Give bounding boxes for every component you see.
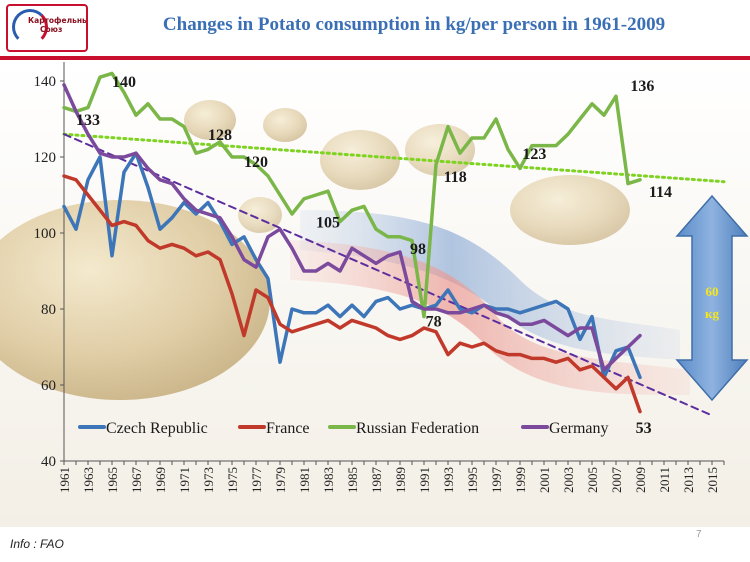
x-tick-label: 2007 <box>609 467 624 494</box>
potato-image <box>184 100 236 140</box>
x-tick-label: 2011 <box>657 467 672 493</box>
legend-label: Russian Federation <box>356 420 479 437</box>
series-lines <box>62 71 642 414</box>
trendline-russian-federation <box>62 132 726 184</box>
difference-callout: 60 кg <box>675 194 749 402</box>
x-tick-label: 1973 <box>201 467 216 493</box>
x-tick-label: 1975 <box>225 467 240 493</box>
data-label: 114 <box>649 184 672 201</box>
x-tick-label: 1963 <box>81 467 96 493</box>
y-tick-label: 80 <box>41 302 56 318</box>
x-tick-label: 1971 <box>177 467 192 493</box>
x-tick-label: 1977 <box>249 467 264 494</box>
x-tick-label: 1987 <box>369 467 384 494</box>
header-band <box>0 0 750 60</box>
x-tick-label: 2005 <box>585 467 600 493</box>
x-tick-label: 1997 <box>489 467 504 494</box>
logo-text: Картофельный Союз <box>28 16 88 34</box>
data-label: 105 <box>316 215 340 232</box>
series-line-germany <box>62 83 642 372</box>
x-tick-label: 2001 <box>537 467 552 493</box>
data-label: 140 <box>112 74 136 91</box>
page-number: 7 <box>696 529 702 540</box>
x-tick-label: 1995 <box>465 467 480 493</box>
logo-text-line-2: Союз <box>40 25 63 34</box>
data-label: 98 <box>410 241 426 258</box>
potato-image <box>320 130 400 190</box>
logo-swirl-icon <box>12 9 48 45</box>
series-line-russian-federation <box>62 71 642 319</box>
data-label: 133 <box>76 112 100 129</box>
data-label: 78 <box>426 313 442 330</box>
potato-image <box>263 108 307 142</box>
data-label: 120 <box>244 154 268 171</box>
callout-unit: кg <box>705 306 719 321</box>
source-note: Info : FAO <box>10 537 64 551</box>
potato-image <box>510 175 630 245</box>
data-label: 136 <box>630 78 654 95</box>
x-tick-label: 1989 <box>393 467 408 493</box>
data-label: 53 <box>636 420 652 437</box>
x-tick-label: 2015 <box>705 467 720 493</box>
y-tick-label: 100 <box>34 226 57 242</box>
legend: Czech Republic France Russian Federation Ge… <box>78 420 609 437</box>
potato-decoration <box>0 100 690 400</box>
y-tick-label: 120 <box>34 150 57 166</box>
axes: 40 60 80 100 120 140 1961 1963 1965 1967 1969 1971 1… <box>34 62 725 493</box>
x-tick-label: 2009 <box>633 467 648 493</box>
x-tick-label: 1993 <box>441 467 456 493</box>
callout-value: 60 <box>706 284 719 299</box>
legend-label: France <box>266 420 310 437</box>
x-tick-label: 1969 <box>153 467 168 493</box>
red-ribbon <box>290 240 690 395</box>
data-label: 128 <box>208 127 232 144</box>
double-arrow-icon <box>675 194 749 402</box>
slide-title: Changes in Potato consumption in kg/per … <box>162 14 666 35</box>
potato-union-logo: Картофельный Союз <box>6 4 88 52</box>
x-tick-label: 1981 <box>297 467 312 493</box>
x-tick-label: 2003 <box>561 467 576 493</box>
blue-ribbon <box>300 210 680 360</box>
x-tick-label: 1999 <box>513 467 528 493</box>
potato-image <box>238 197 282 233</box>
y-tick-label: 40 <box>41 454 56 470</box>
x-tick-label: 1991 <box>417 467 432 493</box>
x-tick-label: 1983 <box>321 467 336 493</box>
x-tick-label: 1985 <box>345 467 360 493</box>
x-tick-label: 1967 <box>129 467 144 494</box>
y-tick-label: 60 <box>41 378 56 394</box>
potato-image <box>0 200 270 400</box>
x-tick-label: 1979 <box>273 467 288 493</box>
legend-label: Germany <box>549 420 609 437</box>
logo-text-line-1: Картофельный <box>28 16 88 25</box>
data-label: 118 <box>444 169 467 186</box>
series-line-france <box>62 174 642 414</box>
x-tick-label: 2013 <box>681 467 696 493</box>
data-label: 123 <box>522 146 546 163</box>
legend-label: Czech Republic <box>106 420 208 437</box>
x-tick-label: 1965 <box>105 467 120 493</box>
y-tick-label: 140 <box>34 74 57 90</box>
series-line-czech-republic <box>62 151 642 380</box>
x-tick-label: 1961 <box>57 467 72 493</box>
annotations: 133 140 128 120 105 98 78 118 123 136 114 53 <box>76 74 672 437</box>
